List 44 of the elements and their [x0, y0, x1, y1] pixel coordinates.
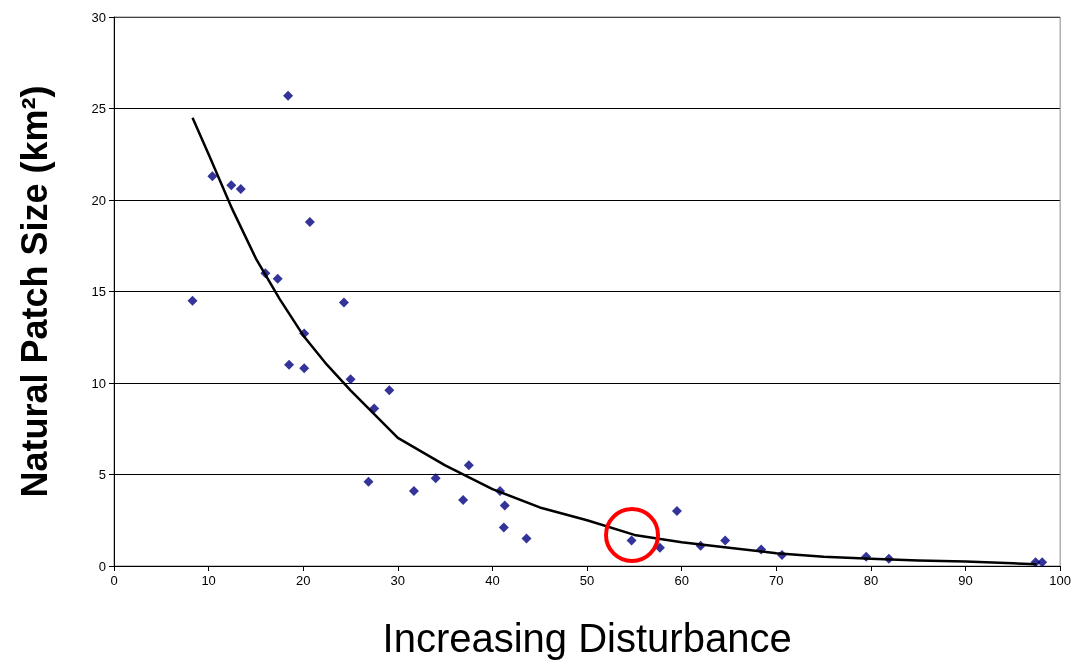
point: [458, 495, 469, 506]
point: [207, 171, 218, 182]
y-tick-label: 0: [98, 558, 106, 574]
point: [235, 184, 246, 195]
point: [272, 273, 283, 284]
x-tick-label: 80: [863, 573, 879, 588]
point: [187, 295, 198, 306]
point: [430, 473, 441, 484]
x-tick-label: 50: [579, 573, 595, 588]
point: [463, 460, 474, 471]
y-tick-label: 10: [91, 375, 106, 391]
point: [626, 535, 637, 546]
x-tick-label: 40: [485, 573, 500, 588]
point: [345, 374, 356, 385]
point: [408, 485, 419, 496]
x-tick-label: 70: [769, 573, 784, 588]
y-axis-title: Natural Patch Size (km²): [13, 85, 55, 498]
point: [499, 500, 510, 511]
point: [498, 522, 509, 533]
x-tick-label: 10: [201, 573, 216, 588]
x-tick-label: 60: [674, 573, 689, 588]
point: [1037, 557, 1048, 568]
y-tick-label: 30: [91, 9, 106, 25]
point: [338, 297, 349, 308]
point: [283, 90, 294, 101]
x-tick-label: 20: [296, 573, 311, 588]
x-tick-label: 30: [390, 573, 406, 588]
point: [226, 180, 237, 191]
point: [304, 216, 315, 227]
point: [671, 506, 682, 517]
point: [720, 535, 731, 546]
point: [284, 359, 295, 370]
x-tick-label: 100: [1049, 573, 1072, 588]
y-tick-label: 5: [98, 467, 106, 482]
point: [521, 533, 532, 544]
point: [299, 363, 310, 374]
point: [363, 476, 374, 487]
x-tick-label: 0: [110, 573, 118, 588]
y-tick-label: 20: [91, 192, 106, 208]
x-axis-title: Increasing Disturbance: [382, 616, 792, 660]
y-tick-label: 25: [91, 101, 106, 116]
y-tick-label: 15: [91, 284, 106, 299]
point: [384, 385, 395, 396]
x-tick-label: 90: [958, 573, 973, 588]
